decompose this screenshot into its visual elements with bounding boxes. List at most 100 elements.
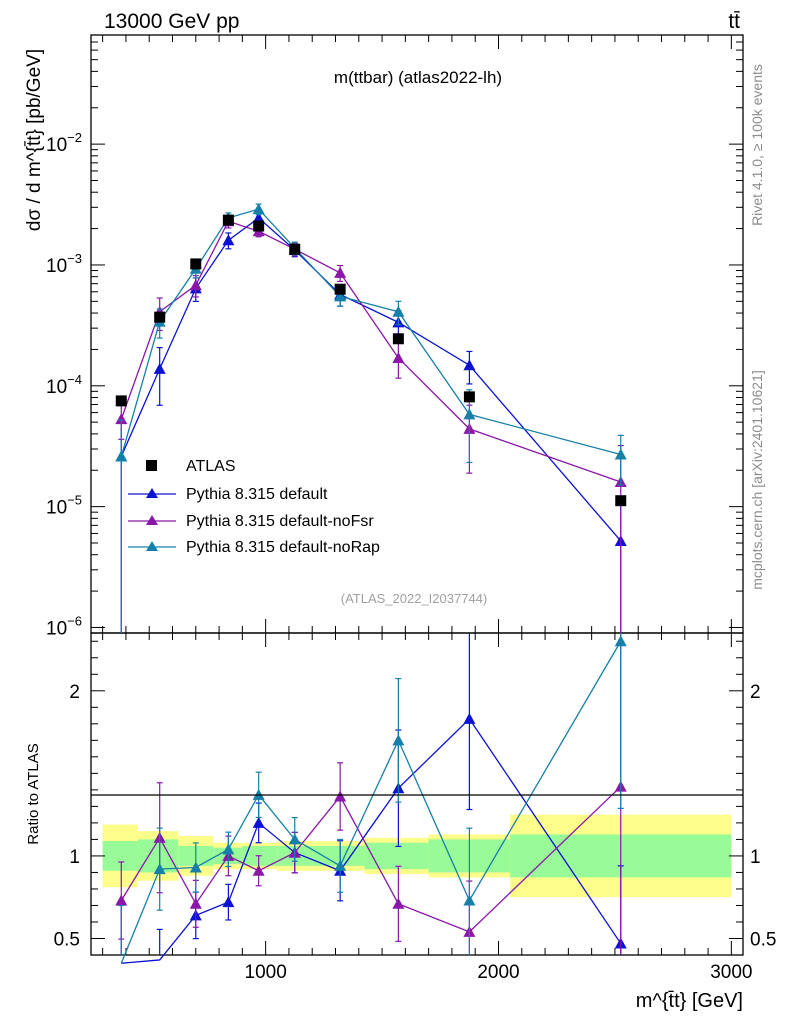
x-axis-label: m^{t̄t} [GeV] — [636, 990, 743, 1012]
ratio-band-inner — [312, 846, 365, 866]
series-point-0 — [153, 362, 166, 374]
ratio-point-2 — [189, 861, 202, 873]
series-point-1 — [392, 351, 405, 363]
ratio-line-1 — [120, 786, 622, 933]
ratio-point-0 — [222, 896, 235, 908]
ratio-line-2 — [120, 640, 622, 964]
atlas-data-point — [115, 395, 127, 407]
legend-marker-default — [146, 488, 158, 498]
x-tick-label: 3000 — [710, 962, 752, 983]
ratio-point-2 — [334, 859, 347, 871]
ratio-uncertainty-bands — [102, 814, 732, 898]
ratio-band-inner — [102, 841, 138, 871]
series-point-2 — [614, 448, 627, 460]
series-point-0 — [222, 234, 235, 246]
ratio-point-2 — [614, 635, 627, 647]
series-point-0 — [252, 211, 265, 223]
ratio-point-2 — [463, 894, 476, 906]
atlas-data-point — [289, 243, 301, 255]
ratio-y-tick-label-right: 1 — [750, 847, 761, 868]
y-tick-label-exponent: −5 — [67, 493, 82, 508]
ratio-point-0 — [463, 712, 476, 724]
ratio-series — [115, 633, 627, 964]
atlas-data-point — [190, 258, 202, 270]
ratio-y-axis-label: Ratio to ATLAS — [25, 743, 42, 844]
atlas-data-point — [253, 220, 265, 232]
reference-data-points — [115, 214, 627, 507]
series-point-2 — [115, 450, 128, 462]
y-tick-label: 10−5 — [46, 493, 82, 519]
atlas-data-point — [615, 495, 627, 507]
ratio-y-tick-label: 1 — [69, 847, 80, 868]
atlas-data-point — [222, 214, 234, 226]
series-line-2 — [120, 208, 621, 457]
series-line-1 — [120, 220, 621, 483]
ratio-y-tick-label: 0.5 — [54, 929, 80, 950]
series-point-2 — [334, 290, 347, 302]
legend-label-atlas: ATLAS — [186, 458, 236, 475]
y-tick-label-base: 10 — [46, 498, 67, 519]
y-tick-label: 10−4 — [46, 372, 82, 398]
ratio-point-2 — [222, 843, 235, 855]
y-tick-label-base: 10 — [46, 135, 67, 156]
y-tick-label-exponent: −2 — [67, 130, 82, 145]
y-tick-label-exponent: −6 — [67, 613, 82, 628]
ratio-point-2 — [392, 734, 405, 746]
y-tick-label: 10−6 — [46, 613, 82, 639]
series-line-0 — [120, 217, 622, 542]
y-tick-label: 10−2 — [46, 130, 82, 156]
series-point-2 — [463, 408, 476, 420]
legend: ATLAS Pythia 8.315 default Pythia 8.315 … — [128, 458, 380, 556]
series-point-2 — [392, 305, 405, 317]
y-tick-label: 10−3 — [46, 251, 82, 277]
legend-marker-nofsr — [146, 515, 158, 525]
ratio-band-inner — [364, 842, 429, 870]
y-tick-label-base: 10 — [46, 377, 67, 398]
ratio-y-tick-label-right: 2 — [750, 682, 761, 703]
header-final-state: tt̄ — [728, 10, 740, 33]
legend-label-norap: Pythia 8.315 default-noRap — [186, 539, 380, 556]
y-tick-label-base: 10 — [46, 256, 67, 277]
ratio-point-2 — [252, 788, 265, 800]
ratio-point-2 — [288, 833, 301, 845]
series-point-2 — [252, 203, 265, 215]
axis-ticks — [91, 34, 743, 956]
y-tick-label-exponent: −3 — [67, 251, 82, 266]
mcplots-label: mcplots.cern.ch [arXiv:2401.10621] — [749, 370, 765, 589]
series-point-1 — [115, 413, 128, 425]
ratio-plot-frame — [90, 632, 744, 956]
series-point-1 — [189, 279, 202, 291]
legend-marker-norap — [146, 541, 158, 551]
rivet-version-label: Rivet 4.1.0, ≥ 100k events — [749, 64, 765, 226]
ratio-point-1 — [334, 790, 347, 802]
ratio-point-1 — [115, 894, 128, 906]
legend-marker-atlas — [146, 460, 157, 471]
series-point-0 — [463, 359, 476, 371]
ratio-point-1 — [189, 897, 202, 909]
ratio-y-tick-label-right: 0.5 — [750, 929, 776, 950]
legend-label-default: Pythia 8.315 default — [186, 486, 328, 503]
ratio-point-2 — [153, 863, 166, 875]
x-tick-label: 1000 — [245, 962, 287, 983]
y-tick-label-exponent: −4 — [67, 372, 82, 387]
atlas-data-point — [463, 391, 475, 403]
atlas-data-point — [392, 333, 404, 345]
ratio-y-tick-label: 2 — [69, 682, 80, 703]
y-tick-label-base: 10 — [46, 618, 67, 639]
ratio-line-0 — [121, 717, 622, 964]
ratio-point-1 — [392, 897, 405, 909]
atlas-data-point — [154, 311, 166, 323]
ratio-point-1 — [252, 864, 265, 876]
analysis-id: (ATLAS_2022_I2037744) — [341, 591, 487, 606]
legend-label-nofsr: Pythia 8.315 default-noFsr — [186, 513, 374, 530]
x-tick-label: 2000 — [477, 962, 519, 983]
y-axis-label: dσ / d m^{t̄t} [pb/GeV] — [24, 49, 45, 231]
ratio-point-0 — [252, 816, 265, 828]
series-point-1 — [334, 266, 347, 278]
header-process: 13000 GeV pp — [104, 10, 239, 33]
chart-title: m(ttbar) (atlas2022-lh) — [334, 68, 502, 87]
atlas-data-point — [334, 283, 346, 295]
